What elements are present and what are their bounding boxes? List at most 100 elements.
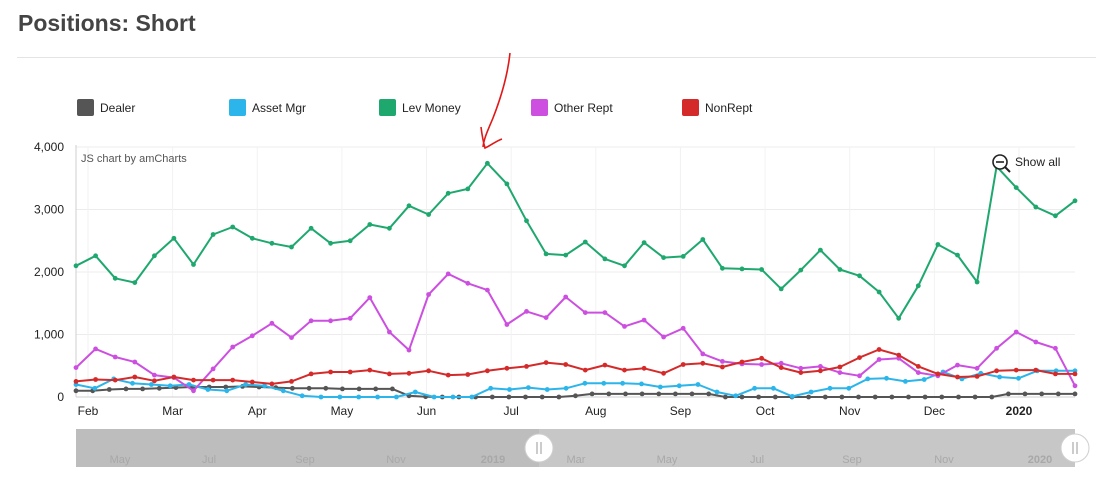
point-asset-mgr[interactable] [130, 380, 135, 386]
point-lev-money[interactable] [347, 238, 353, 244]
point-lev-money[interactable] [778, 286, 784, 292]
point-nonrept[interactable] [974, 374, 980, 379]
point-dealer[interactable] [1006, 391, 1011, 397]
point-lev-money[interactable] [191, 262, 196, 267]
chart-scrollbar[interactable]: May Jul Sep Nov 2019 Mar May Jul Sep Nov 2020 [76, 429, 1090, 467]
point-lev-money[interactable] [896, 315, 902, 321]
point-dealer[interactable] [1039, 391, 1045, 397]
point-other-rept[interactable] [915, 370, 921, 375]
point-asset-mgr[interactable] [789, 394, 795, 399]
point-asset-mgr[interactable] [412, 389, 418, 395]
point-dealer[interactable] [340, 386, 345, 392]
point-other-rept[interactable] [602, 310, 608, 315]
point-asset-mgr[interactable] [526, 385, 531, 390]
point-dealer[interactable] [506, 394, 512, 400]
point-nonrept[interactable] [720, 364, 725, 370]
point-lev-money[interactable] [406, 203, 412, 209]
point-asset-mgr[interactable] [337, 394, 343, 400]
point-asset-mgr[interactable] [563, 385, 569, 391]
point-other-rept[interactable] [876, 357, 882, 362]
point-nonrept[interactable] [602, 362, 608, 368]
point-dealer[interactable] [706, 391, 712, 397]
point-nonrept[interactable] [955, 374, 960, 380]
point-dealer[interactable] [156, 385, 162, 391]
point-nonrept[interactable] [935, 371, 941, 377]
point-dealer[interactable] [939, 394, 945, 400]
point-other-rept[interactable] [778, 360, 784, 366]
point-nonrept[interactable] [485, 368, 490, 374]
point-dealer[interactable] [123, 386, 129, 392]
point-asset-mgr[interactable] [488, 385, 494, 391]
point-other-rept[interactable] [661, 334, 666, 340]
point-nonrept[interactable] [347, 369, 353, 375]
point-asset-mgr[interactable] [601, 380, 607, 386]
point-dealer[interactable] [323, 385, 329, 391]
point-nonrept[interactable] [700, 360, 706, 366]
point-nonrept[interactable] [249, 379, 255, 385]
point-nonrept[interactable] [680, 362, 686, 367]
point-dealer[interactable] [772, 394, 778, 400]
point-nonrept[interactable] [563, 362, 569, 367]
point-lev-money[interactable] [112, 275, 118, 281]
point-other-rept[interactable] [955, 362, 960, 368]
point-other-rept[interactable] [465, 280, 471, 286]
point-asset-mgr[interactable] [846, 385, 852, 391]
point-lev-money[interactable] [367, 222, 373, 227]
point-other-rept[interactable] [191, 388, 196, 394]
point-asset-mgr[interactable] [1016, 375, 1021, 381]
point-nonrept[interactable] [112, 377, 118, 383]
point-other-rept[interactable] [622, 324, 627, 329]
point-lev-money[interactable] [426, 212, 431, 217]
point-dealer[interactable] [906, 394, 911, 400]
point-asset-mgr[interactable] [903, 379, 908, 384]
point-dealer[interactable] [656, 391, 662, 397]
point-asset-mgr[interactable] [262, 383, 267, 389]
series-line-asset-mgr[interactable] [75, 369, 1075, 398]
point-lev-money[interactable] [504, 181, 510, 187]
point-dealer[interactable] [356, 386, 362, 392]
point-other-rept[interactable] [504, 322, 510, 327]
point-lev-money[interactable] [935, 242, 941, 247]
point-asset-mgr[interactable] [186, 382, 192, 387]
point-other-rept[interactable] [1013, 329, 1019, 335]
point-other-rept[interactable] [798, 365, 804, 371]
point-lev-money[interactable] [798, 267, 804, 273]
point-asset-mgr[interactable] [676, 383, 682, 389]
point-lev-money[interactable] [857, 273, 862, 279]
point-lev-money[interactable] [955, 252, 960, 258]
point-dealer[interactable] [806, 394, 811, 400]
point-lev-money[interactable] [269, 240, 275, 246]
point-asset-mgr[interactable] [657, 384, 663, 390]
point-lev-money[interactable] [641, 240, 647, 246]
point-asset-mgr[interactable] [375, 394, 380, 400]
point-other-rept[interactable] [269, 320, 275, 326]
point-nonrept[interactable] [837, 364, 843, 370]
point-asset-mgr[interactable] [507, 387, 512, 392]
point-nonrept[interactable] [308, 371, 314, 377]
point-dealer[interactable] [839, 394, 845, 400]
point-asset-mgr[interactable] [714, 389, 720, 395]
point-other-rept[interactable] [563, 294, 569, 300]
point-nonrept[interactable] [1013, 367, 1019, 373]
point-other-rept[interactable] [426, 292, 431, 297]
point-dealer[interactable] [390, 386, 395, 392]
point-lev-money[interactable] [289, 244, 294, 250]
point-lev-money[interactable] [759, 267, 764, 272]
legend-item-dealer[interactable]: Dealer [77, 99, 135, 116]
scrollbar-selected-range[interactable] [539, 429, 1075, 467]
point-lev-money[interactable] [602, 256, 608, 262]
point-dealer[interactable] [756, 394, 761, 400]
point-lev-money[interactable] [1033, 204, 1039, 210]
point-lev-money[interactable] [661, 255, 666, 260]
point-nonrept[interactable] [582, 367, 588, 373]
point-lev-money[interactable] [132, 280, 138, 285]
point-nonrept[interactable] [230, 377, 236, 383]
point-nonrept[interactable] [798, 370, 804, 375]
point-dealer[interactable] [989, 394, 995, 400]
point-dealer[interactable] [539, 394, 545, 400]
point-other-rept[interactable] [759, 362, 764, 367]
point-dealer[interactable] [106, 387, 112, 392]
point-asset-mgr[interactable] [639, 381, 644, 387]
point-nonrept[interactable] [1033, 367, 1039, 373]
point-nonrept[interactable] [876, 347, 882, 352]
